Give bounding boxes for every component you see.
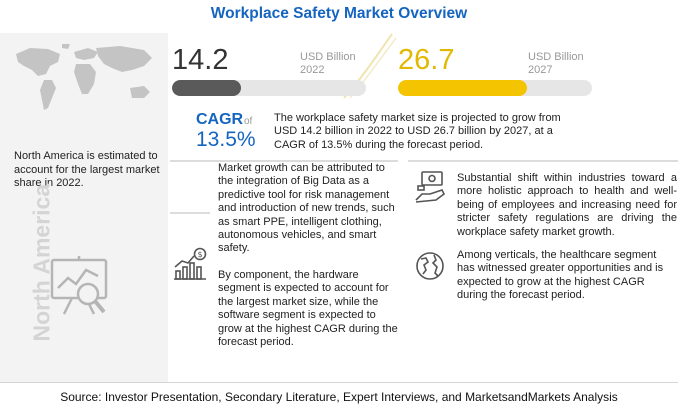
money-hand-icon <box>415 171 446 203</box>
year-2027: 2027 <box>528 64 553 76</box>
bar-track-2027 <box>398 80 592 96</box>
divider <box>408 160 678 162</box>
cagr-description: The workplace safety market size is proj… <box>274 112 561 151</box>
value-2027: 26.7 <box>398 44 455 76</box>
page-title: Workplace Safety Market Overview <box>210 5 468 22</box>
svg-text:$: $ <box>197 250 202 259</box>
value-2022: 14.2 <box>172 44 229 76</box>
region-description: North America is estimated to account fo… <box>14 150 160 189</box>
unit-2022: USD Billion <box>300 51 356 63</box>
year-2022: 2022 <box>300 64 325 76</box>
analytics-board-icon <box>50 256 108 315</box>
divider <box>0 382 678 383</box>
bar-2022 <box>172 80 241 96</box>
globe-icon <box>416 252 444 280</box>
insight-shift: Substantial shift within industries towa… <box>457 172 677 238</box>
growth-chart-icon: $ <box>174 247 207 280</box>
insight-growth: Market growth can be attributed to the i… <box>218 162 395 255</box>
divider <box>170 160 398 162</box>
bar-2027 <box>398 80 528 96</box>
divider <box>170 212 210 214</box>
source-note: Source: Investor Presentation, Secondary… <box>60 390 618 404</box>
bar-track-2022 <box>172 80 366 96</box>
insight-verticals: Among verticals, the healthcare segment … <box>457 249 664 302</box>
unit-2027: USD Billion <box>528 51 584 63</box>
cagr-label: CAGR <box>196 111 244 128</box>
cagr-of: of <box>244 116 253 127</box>
cagr-value: 13.5% <box>196 128 256 151</box>
world-map-icon <box>16 44 152 110</box>
insight-component: By component, the hardware segment is ex… <box>218 269 398 349</box>
